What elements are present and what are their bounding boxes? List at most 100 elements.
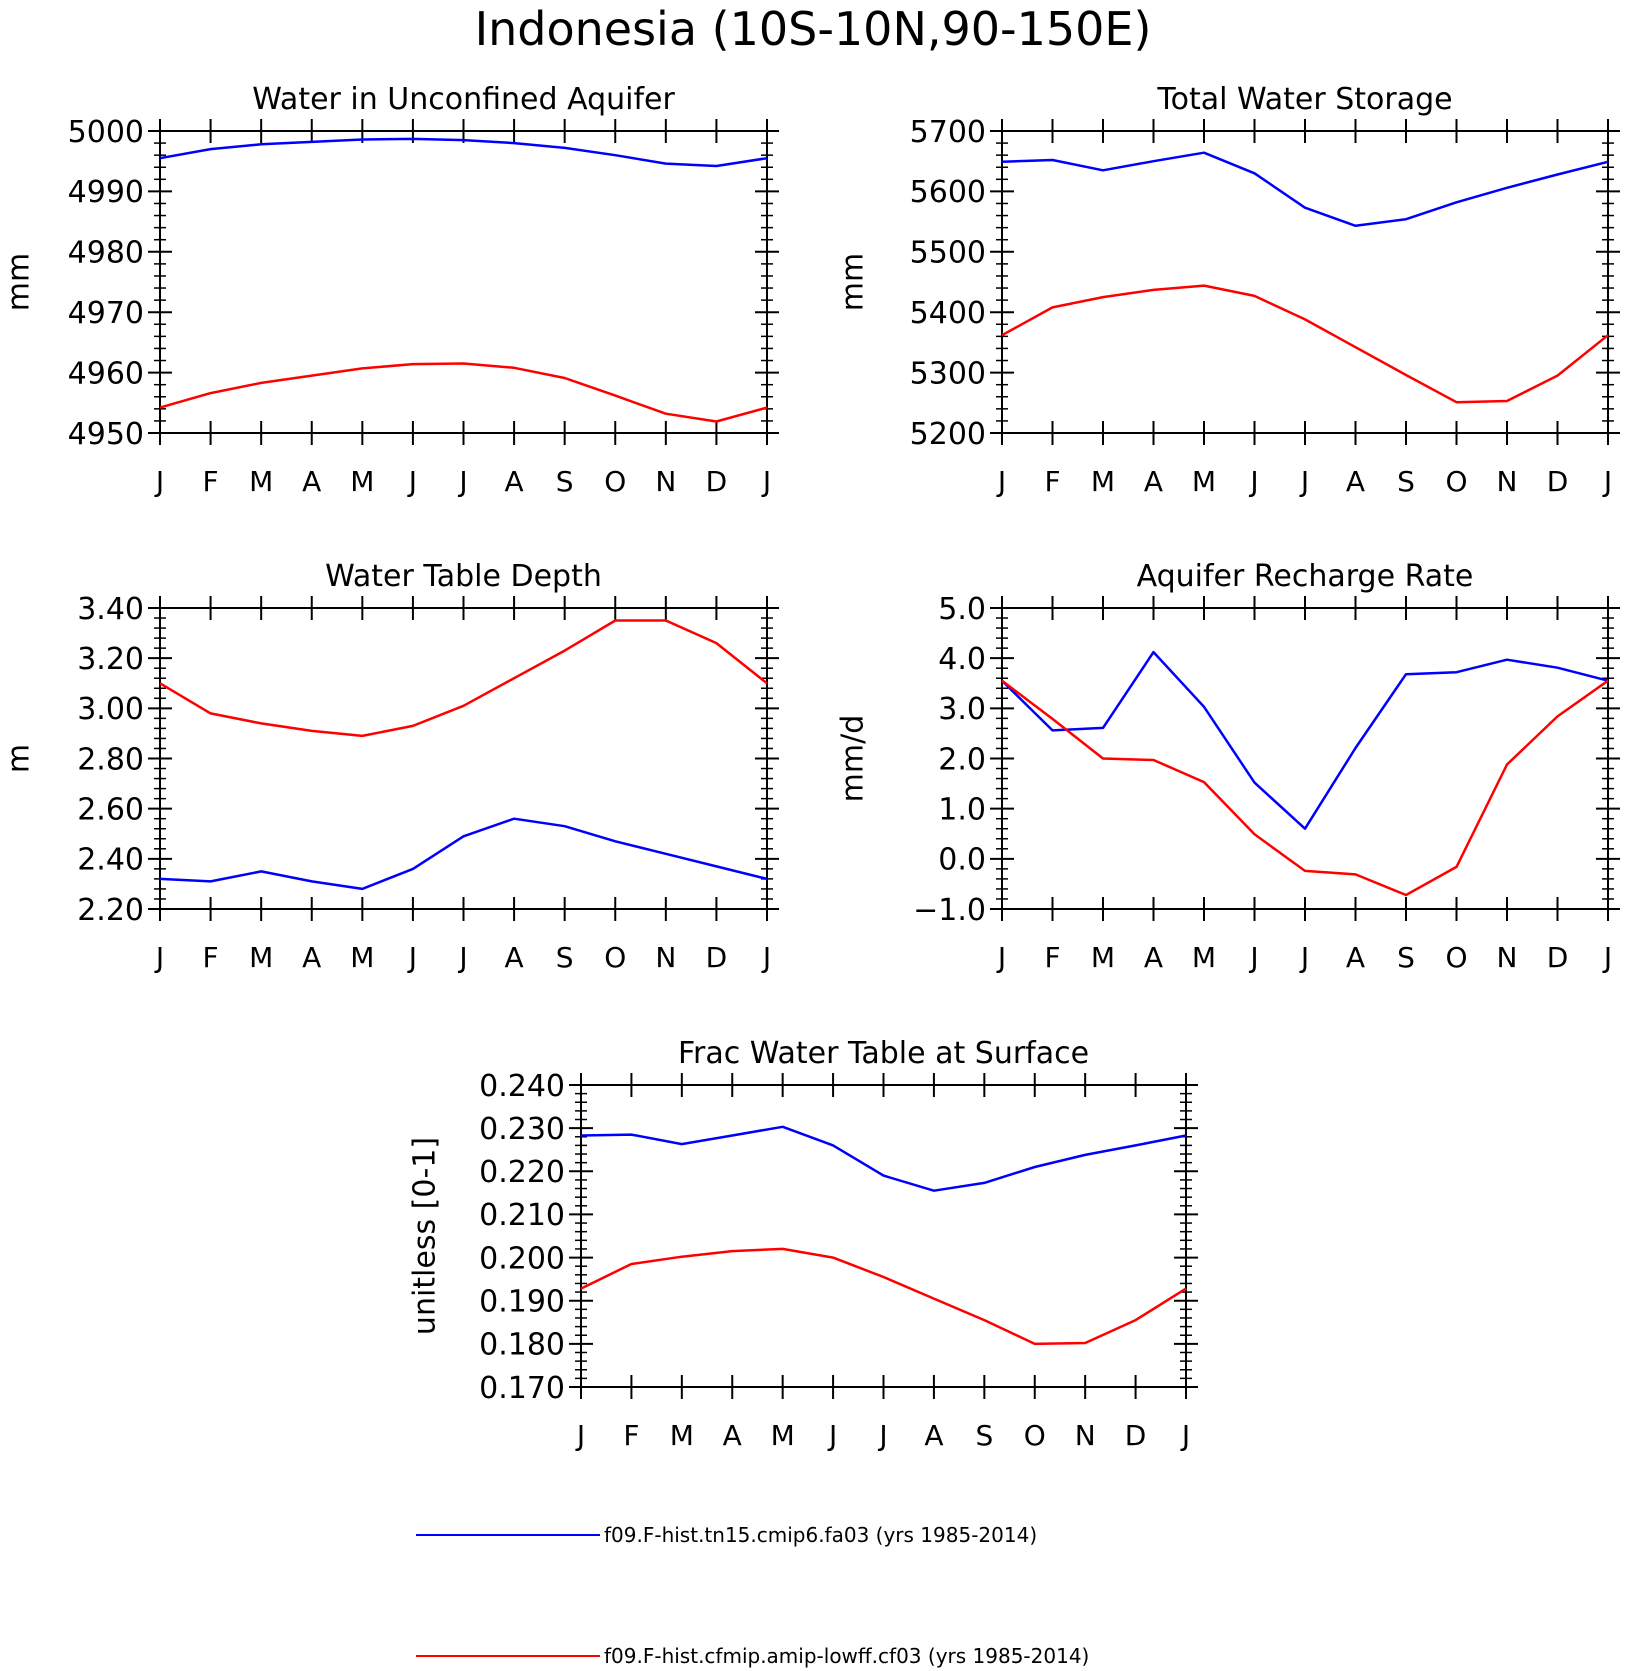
x-tick-label: J <box>457 465 467 498</box>
y-tick-label: 0.230 <box>479 1112 565 1147</box>
x-tick-label: S <box>1397 941 1415 974</box>
x-tick-label: J <box>407 941 417 974</box>
x-tick-label: M <box>249 941 273 974</box>
x-tick-label: D <box>1547 941 1569 974</box>
x-tick-label: M <box>1091 465 1115 498</box>
page-title: Indonesia (10S-10N,90-150E) <box>475 2 1152 56</box>
y-axis-label: mm/d <box>836 715 871 803</box>
x-tick-label: M <box>1192 465 1216 498</box>
y-axis-label: m <box>2 744 37 773</box>
x-tick-label: J <box>154 941 164 974</box>
chart-panel-1: Water in Unconfined Aquifer mm 4950 4960 497… <box>2 82 779 498</box>
y-tick-label: 2.20 <box>77 893 144 928</box>
x-tick-label: M <box>670 1419 694 1452</box>
x-tick-label: D <box>706 941 728 974</box>
x-tick-label: J <box>154 465 164 498</box>
x-tick-label: A <box>505 465 524 498</box>
x-tick-label: A <box>1144 465 1163 498</box>
y-axis-label: unitless [0-1] <box>408 1137 443 1335</box>
y-tick-label: 4970 <box>68 296 144 331</box>
x-tick-label: M <box>771 1419 795 1452</box>
x-tick-label: J <box>1180 1419 1190 1452</box>
y-tick-label: 5300 <box>910 356 986 391</box>
x-tick-label: M <box>350 941 374 974</box>
y-tick-label: 0.180 <box>479 1328 565 1363</box>
x-tick-label: A <box>302 465 321 498</box>
x-tick-label: M <box>350 465 374 498</box>
plot-frame <box>159 607 768 910</box>
series-line-b <box>159 619 768 738</box>
y-tick-label: 0.200 <box>479 1241 565 1276</box>
x-tick-label: J <box>1248 941 1258 974</box>
chart-title: Total Water Storage <box>1156 82 1452 117</box>
plot-frame <box>159 130 768 434</box>
x-tick-label: J <box>761 465 771 498</box>
series-line-b <box>580 1247 1187 1346</box>
x-tick-label: A <box>1346 465 1365 498</box>
x-tick-label: M <box>1091 941 1115 974</box>
x-tick-label: A <box>1346 941 1365 974</box>
y-tick-label: 1.0 <box>938 792 986 827</box>
y-tick-label: 4960 <box>68 356 144 391</box>
y-tick-label: −1.0 <box>913 893 986 928</box>
y-tick-label: 5.0 <box>938 592 986 627</box>
y-tick-label: 5600 <box>910 175 986 210</box>
series-line-a <box>1001 650 1609 830</box>
x-tick-label: N <box>1497 465 1518 498</box>
x-tick-label: N <box>655 941 676 974</box>
y-tick-label: 4.0 <box>938 642 986 677</box>
chart-panel-4: Aquifer Recharge Rate mm/d −1.0 0.0 1.0 2.0 3.… <box>836 559 1620 974</box>
y-tick-label: 5000 <box>68 115 144 150</box>
y-axis-label: mm <box>836 253 871 311</box>
chart-title: Water Table Depth <box>325 559 602 594</box>
x-tick-label: F <box>203 465 219 498</box>
x-tick-label: N <box>1497 941 1518 974</box>
chart-panel-2: Total Water Storage mm 5200 5300 5400 5500 560… <box>836 82 1620 498</box>
y-tick-label: 3.20 <box>77 642 144 677</box>
plot-frame <box>1001 607 1609 910</box>
x-tick-label: J <box>407 465 417 498</box>
x-tick-label: S <box>556 465 574 498</box>
y-tick-label: 0.210 <box>479 1198 565 1233</box>
x-tick-label: S <box>1397 465 1415 498</box>
chart-panel-3: Water Table Depth m 2.20 2.40 2.60 2.80 3.00 3.… <box>2 559 779 974</box>
y-tick-label: 3.40 <box>77 592 144 627</box>
y-tick-label: 4950 <box>68 417 144 452</box>
series-line-b <box>1001 284 1609 404</box>
legend-label-series-b: f09.F-hist.cfmip.amip-lowff.cf03 (yrs 19… <box>604 1644 1089 1668</box>
x-tick-label: J <box>1602 941 1612 974</box>
y-tick-label: 2.0 <box>938 742 986 777</box>
x-tick-label: D <box>706 465 728 498</box>
y-tick-label: 5500 <box>910 236 986 271</box>
x-tick-label: A <box>1144 941 1163 974</box>
x-tick-label: M <box>249 465 273 498</box>
y-tick-label: 0.190 <box>479 1285 565 1320</box>
legend-label-series-a: f09.F-hist.tn15.cmip6.fa03 (yrs 1985-201… <box>604 1523 1037 1547</box>
plot-frame <box>1001 130 1609 434</box>
x-tick-label: J <box>575 1419 585 1452</box>
x-tick-label: N <box>655 465 676 498</box>
x-tick-label: F <box>1044 941 1060 974</box>
x-tick-label: O <box>604 465 626 498</box>
y-tick-label: 0.170 <box>479 1371 565 1406</box>
x-tick-label: F <box>623 1419 639 1452</box>
series-line-a <box>580 1125 1187 1192</box>
x-tick-label: O <box>1445 941 1467 974</box>
x-tick-label: J <box>996 465 1006 498</box>
chart-title: Frac Water Table at Surface <box>678 1036 1089 1071</box>
y-tick-label: 2.60 <box>77 792 144 827</box>
x-tick-label: M <box>1192 941 1216 974</box>
y-tick-label: 2.40 <box>77 843 144 878</box>
x-tick-label: A <box>723 1419 742 1452</box>
x-tick-label: J <box>1299 941 1309 974</box>
x-tick-label: S <box>556 941 574 974</box>
x-tick-label: J <box>827 1419 837 1452</box>
x-tick-label: O <box>1445 465 1467 498</box>
x-tick-label: S <box>975 1419 993 1452</box>
x-tick-label: J <box>457 941 467 974</box>
x-tick-label: F <box>203 941 219 974</box>
chart-panels: Water in Unconfined Aquifer mm 4950 4960 497… <box>2 82 1620 1452</box>
y-tick-label: 5700 <box>910 115 986 150</box>
series-line-b <box>1001 679 1609 897</box>
